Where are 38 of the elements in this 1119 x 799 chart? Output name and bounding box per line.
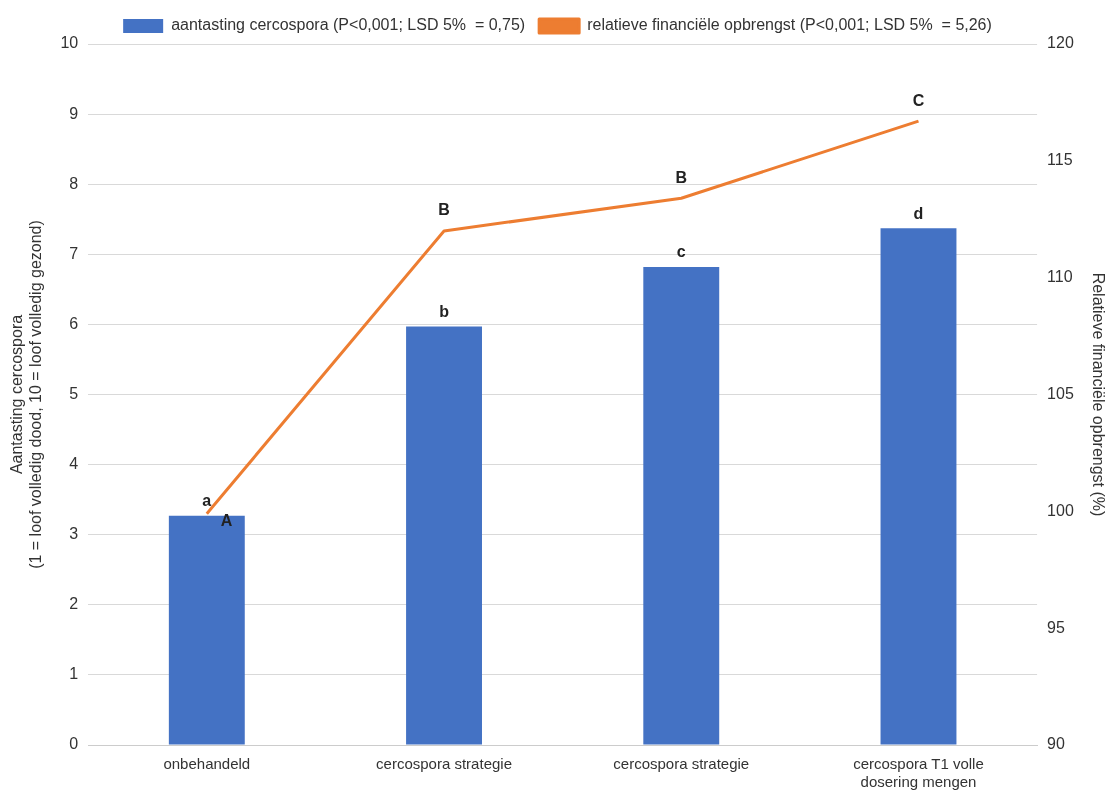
y2-tick-label: 115 [1047,151,1073,169]
y2-tick-label: 100 [1047,501,1074,519]
x-tick-label: cercospora strategie [613,755,750,773]
x-tick-label: onbehandeld [163,755,251,773]
data-label: A [220,512,233,530]
x-tick-label: cercospora T1 volle dosering mengen [853,755,984,791]
legend-label: relatieve financiële opbrengst (P<0,001; LSD 5% = 5,26) [587,16,992,34]
bar [643,266,720,745]
y-axis-title: Aantasting cercospora (1 = loof volledig dood, 10 = loof volledig gezond) [8,220,45,569]
y2-tick-label: 90 [1047,735,1065,753]
y2-axis-title: Relatieve financiële opbrengst (%) [1089,272,1107,517]
bar [880,228,957,745]
bar [406,326,482,745]
y2-tick-label: 110 [1047,268,1073,286]
y-tick-label: 2 [69,595,79,613]
y-tick-label: 3 [69,525,79,543]
y-tick-label: 5 [69,384,79,402]
data-label: d [913,204,924,222]
y-tick-label: 10 [60,34,79,52]
y-tick-label: 9 [69,104,79,122]
bar [168,515,245,745]
y2-tick-label: 95 [1047,618,1065,636]
y-tick-label: 0 [69,735,79,753]
data-label: B [675,168,688,186]
y2-tick-label: 105 [1047,384,1074,402]
data-label: B [438,201,450,219]
y-tick-label: 8 [69,174,79,192]
data-label: b [439,302,450,320]
y-tick-label: 7 [69,244,79,262]
legend-label: aantasting cercospora (P<0,001; LSD 5% = 0,75) [171,16,526,34]
y-tick-label: 1 [69,665,79,683]
y-tick-label: 6 [69,314,79,332]
y2-tick-label: 120 [1047,34,1074,52]
data-label: a [202,492,212,510]
y-tick-label: 4 [69,455,79,473]
data-label: c [676,243,686,261]
x-tick-label: cercospora strategie [376,755,512,773]
data-label: C [912,91,925,109]
